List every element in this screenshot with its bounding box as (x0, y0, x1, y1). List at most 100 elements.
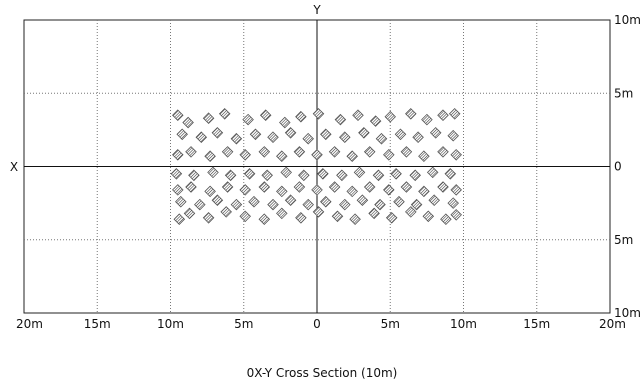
data-point (312, 108, 325, 120)
data-point (242, 113, 254, 126)
data-point (422, 210, 435, 223)
y-tick-label: 5m (614, 86, 633, 100)
data-point (239, 210, 251, 223)
data-point (440, 213, 452, 225)
data-point (358, 127, 370, 139)
data-point (393, 195, 405, 208)
data-point (311, 184, 323, 196)
data-point (279, 116, 291, 129)
data-point (295, 212, 307, 224)
data-point (320, 195, 332, 208)
data-point (185, 146, 197, 158)
data-point (400, 146, 413, 158)
data-point (437, 109, 449, 121)
data-point (258, 213, 271, 225)
data-point (426, 166, 439, 179)
data-point (390, 168, 402, 180)
data-point (372, 169, 385, 182)
data-point (328, 146, 341, 158)
x-tick-label: 10m (450, 317, 477, 331)
data-point (188, 169, 200, 182)
data-point (405, 206, 417, 218)
data-point (447, 129, 459, 142)
data-point (218, 108, 231, 120)
data-point (293, 146, 306, 158)
data-point (230, 198, 243, 211)
y-tick-label: 10m (614, 13, 641, 27)
data-point (352, 109, 364, 121)
data-point (383, 184, 395, 196)
data-point (450, 209, 462, 221)
data-point (280, 166, 292, 179)
data-point (194, 198, 206, 211)
data-point (202, 212, 215, 224)
data-point (276, 185, 288, 198)
data-point (328, 181, 341, 193)
data-point (384, 110, 396, 123)
data-point (172, 109, 184, 121)
data-point (295, 110, 307, 123)
data-point (405, 108, 417, 120)
data-point (418, 150, 430, 162)
data-point (302, 132, 314, 145)
data-point (311, 149, 323, 161)
data-point (346, 185, 358, 198)
x-axis-name: X (10, 160, 18, 174)
data-point (284, 127, 297, 139)
data-point (298, 169, 310, 182)
data-point (412, 131, 424, 143)
y-tick-label: 5m (614, 233, 633, 247)
data-point (293, 181, 306, 193)
data-point (349, 213, 361, 225)
data-point (175, 195, 187, 208)
data-point (410, 198, 423, 211)
data-point (243, 168, 256, 180)
data-point (172, 184, 184, 196)
data-point (450, 149, 462, 161)
data-point (195, 131, 208, 143)
data-point (418, 185, 430, 198)
data-point (258, 146, 271, 158)
data-point (447, 197, 459, 209)
data-point (207, 166, 219, 179)
data-point (369, 115, 382, 127)
data-point (385, 212, 398, 224)
data-point (185, 181, 197, 193)
data-point (204, 185, 216, 198)
y-tick-labels: 10m 5m 0 5m 10m (614, 13, 641, 320)
data-point (183, 207, 196, 220)
data-point (312, 206, 325, 218)
data-point (448, 108, 461, 120)
data-point (230, 132, 243, 145)
data-point (356, 194, 369, 206)
grid-lines (24, 20, 610, 313)
data-point (248, 195, 260, 208)
data-point (221, 146, 234, 158)
data-point (259, 109, 272, 121)
y-axis-name: Y (312, 3, 321, 17)
data-point (374, 198, 386, 211)
data-point (421, 113, 433, 126)
data-point (276, 207, 288, 220)
x-tick-label: 15m (523, 317, 550, 331)
data-point (317, 168, 329, 180)
data-point (339, 131, 351, 143)
chart-title: 0X-Y Cross Section (10m) (246, 366, 398, 380)
data-point (394, 128, 407, 141)
data-point (211, 194, 224, 206)
x-tick-labels: 20m 15m 10m 5m 0 5m 10m 15m 20m (16, 317, 626, 331)
data-point (437, 181, 449, 193)
data-point (284, 194, 297, 206)
data-points (170, 108, 462, 225)
data-point (239, 184, 251, 196)
data-point (239, 149, 251, 161)
x-tick-label: 20m (16, 317, 43, 331)
y-tick-label: 10m (614, 306, 641, 320)
data-point (444, 168, 457, 180)
data-point (375, 132, 388, 145)
data-point (172, 149, 184, 161)
x-tick-label: 5m (381, 317, 400, 331)
data-point (211, 127, 224, 139)
data-point (267, 198, 279, 211)
data-point (261, 169, 273, 182)
